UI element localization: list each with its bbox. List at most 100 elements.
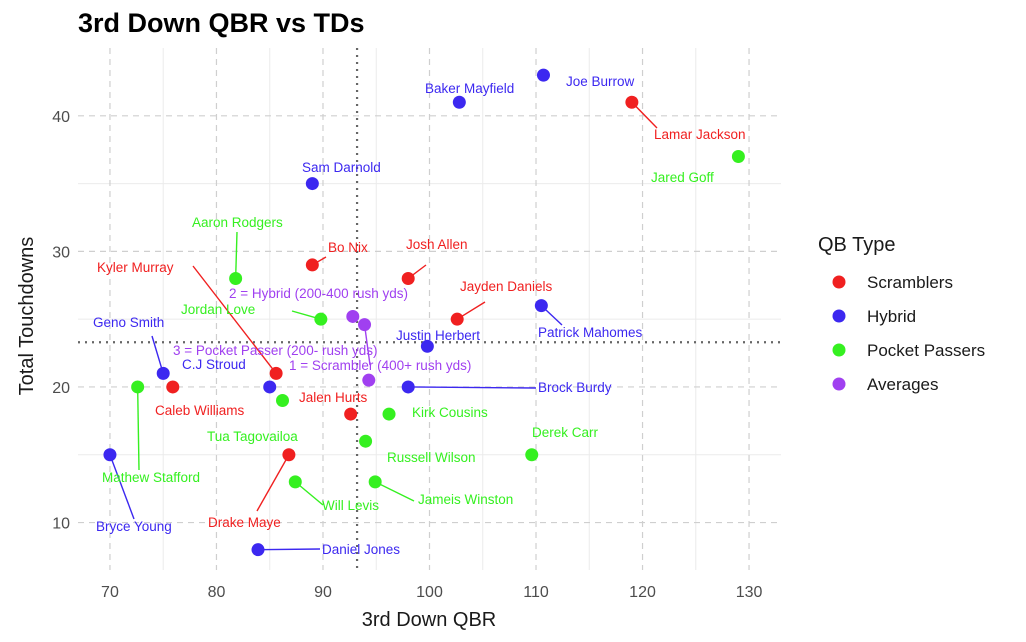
point-3-pocket-passer-200-rush-yds[interactable] <box>358 318 372 332</box>
point-label: Jalen Hurts <box>299 390 368 405</box>
legend-label: Pocket Passers <box>867 341 985 360</box>
point-label: Bo Nix <box>328 240 368 255</box>
point-label: Caleb Williams <box>155 403 245 418</box>
y-tick-label: 40 <box>52 109 70 126</box>
legend-label: Averages <box>867 375 939 394</box>
point-justin-herbert[interactable] <box>420 339 434 353</box>
point-label: Patrick Mahomes <box>538 325 643 340</box>
point-label: Russell Wilson <box>387 450 476 465</box>
point-jayden-daniels[interactable] <box>450 312 464 326</box>
point-label: Justin Herbert <box>396 328 480 343</box>
legend-title: QB Type <box>818 234 895 256</box>
point-label: Josh Allen <box>406 237 468 252</box>
point-jared-goff[interactable] <box>731 149 745 163</box>
legend-key-averages <box>832 377 846 391</box>
point-label: Drake Maye <box>208 515 281 530</box>
leader-line <box>258 548 321 551</box>
point-label: Kyler Murray <box>97 260 174 275</box>
point-aaron-rodgers[interactable] <box>229 271 243 285</box>
point-bryce-young[interactable] <box>103 448 117 462</box>
point-label: Geno Smith <box>93 315 164 330</box>
leader-line <box>256 454 290 512</box>
y-tick-label: 20 <box>52 380 70 397</box>
point-label: 3 = Pocket Passer (200- rush yds) <box>173 343 377 358</box>
legend-key-scramblers <box>832 275 846 289</box>
point-will-levis[interactable] <box>288 475 302 489</box>
point-label: Sam Darnold <box>302 160 381 175</box>
point-label: Brock Burdy <box>538 380 612 395</box>
x-tick-label: 70 <box>101 584 119 601</box>
leader-line <box>151 335 164 374</box>
point-daniel-jones[interactable] <box>251 543 265 557</box>
point-label: Aaron Rodgers <box>192 215 283 230</box>
x-tick-label: 80 <box>208 584 226 601</box>
point-2-hybrid-200-400-rush-yds[interactable] <box>346 309 360 323</box>
point-label: Will Levis <box>322 498 379 513</box>
point-bo-nix[interactable] <box>305 258 319 272</box>
point-brock-burdy[interactable] <box>401 380 415 394</box>
point-kyler-murray[interactable] <box>269 366 283 380</box>
leader-line <box>234 231 238 279</box>
point-mathew-stafford[interactable] <box>131 380 145 394</box>
point-lamar-jackson[interactable] <box>625 95 639 109</box>
point-label: Lamar Jackson <box>654 127 746 142</box>
point-label: Bryce Young <box>96 519 172 534</box>
point-labels: Lamar Jackson Bo Nix Josh Allen Jayden Dani… <box>93 74 746 557</box>
point-label: Tua Tagovailoa <box>207 429 298 444</box>
point-baker-mayfield[interactable] <box>452 95 466 109</box>
point-patrick-mahomes[interactable] <box>534 299 548 313</box>
point-derek-carr[interactable] <box>525 448 539 462</box>
point-label: Baker Mayfield <box>425 81 514 96</box>
leader-line <box>374 481 415 502</box>
leader-line <box>136 386 140 471</box>
y-tick-label: 10 <box>52 516 70 533</box>
x-tick-label: 90 <box>314 584 332 601</box>
point-label: Daniel Jones <box>322 542 400 557</box>
x-tick-label: 110 <box>523 584 549 601</box>
x-axis-ticks: 70 80 90 100 110 120 130 <box>101 584 762 601</box>
point-geno-smith[interactable] <box>156 366 170 380</box>
point-label: Kirk Cousins <box>412 405 488 420</box>
point-label: C.J Stroud <box>182 357 246 372</box>
point-joe-burrow[interactable] <box>536 68 550 82</box>
point-russell-wilson[interactable] <box>359 434 373 448</box>
point-jameis-winston[interactable] <box>368 475 382 489</box>
point-label: Jameis Winston <box>418 492 513 507</box>
point-caleb-williams[interactable] <box>166 380 180 394</box>
y-axis-ticks: 10 20 30 40 <box>52 109 70 533</box>
x-tick-label: 120 <box>629 584 656 601</box>
leader-line <box>109 454 135 520</box>
legend-key-pocket-passers <box>832 343 846 357</box>
point-jordan-love[interactable] <box>314 312 328 326</box>
point-sam-darnold[interactable] <box>305 177 319 191</box>
point-label: Derek Carr <box>532 425 599 440</box>
data-points <box>103 68 745 557</box>
point-label: Jordan Love <box>181 302 255 317</box>
leader-line <box>408 386 537 389</box>
y-tick-label: 30 <box>52 244 70 261</box>
y-axis-title: Total Touchdowns <box>16 237 38 396</box>
point-jalen-hurts[interactable] <box>344 407 358 421</box>
legend-key-hybrid <box>832 309 846 323</box>
legend-label: Scramblers <box>867 273 953 292</box>
legend-label: Hybrid <box>867 307 916 326</box>
point-label: 1 = Scrambler (400+ rush yds) <box>289 358 471 373</box>
leader-line <box>363 324 371 366</box>
x-tick-label: 100 <box>416 584 443 601</box>
legend: QB Type Scramblers Hybrid Pocket Passers Ave… <box>818 234 985 394</box>
chart-title: 3rd Down QBR vs TDs <box>78 8 365 38</box>
point-c-j-stroud[interactable] <box>263 380 277 394</box>
point-label: Mathew Stafford <box>102 470 200 485</box>
point-label: Jayden Daniels <box>460 279 553 294</box>
point-tua-tagovailoa[interactable] <box>276 394 290 408</box>
point-label: Joe Burrow <box>566 74 635 89</box>
point-josh-allen[interactable] <box>401 271 415 285</box>
leader-line <box>192 265 277 374</box>
point-kirk-cousins[interactable] <box>382 407 396 421</box>
point-label: 2 = Hybrid (200-400 rush yds) <box>229 286 408 301</box>
x-axis-title: 3rd Down QBR <box>362 609 497 631</box>
point-label: Jared Goff <box>651 170 714 185</box>
point-drake-maye[interactable] <box>282 448 296 462</box>
point-1-scrambler-400-rush-yds[interactable] <box>362 373 376 387</box>
